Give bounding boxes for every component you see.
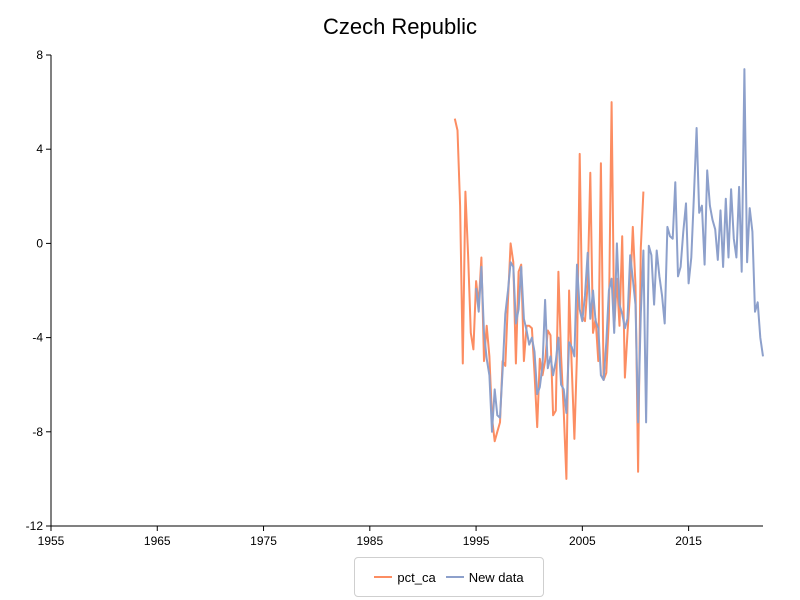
y-tick-label: -12: [26, 519, 44, 533]
legend-swatch-new-data: [445, 576, 464, 578]
x-tick-label: 2015: [675, 534, 702, 548]
axes: -12 -8 -4 0 4 8 1955 1965 1975 1985 1995 2005 2015: [26, 48, 763, 548]
y-tick-label: -8: [32, 425, 43, 439]
legend-label-new-data: New data: [468, 569, 524, 585]
legend-item-pct-ca: pct_ca: [374, 569, 436, 585]
y-tick-label: 4: [36, 142, 43, 156]
legend-label-pct-ca: pct_ca: [397, 569, 436, 585]
x-tick-label: 1975: [250, 534, 277, 548]
series-lines: [453, 68, 764, 480]
x-tick-label: 1995: [463, 534, 490, 548]
chart-title: Czech Republic: [322, 14, 478, 39]
legend: pct_ca New data: [354, 557, 544, 597]
x-tick-label: 2005: [569, 534, 596, 548]
y-tick-label: -4: [32, 331, 43, 345]
x-tick-label: 1955: [38, 534, 65, 548]
series-line-new-data: [475, 68, 764, 433]
y-tick-label: 0: [36, 236, 43, 250]
x-tick-label: 1965: [144, 534, 171, 548]
series-line-pct-ca: [453, 101, 645, 480]
legend-item-new-data: New data: [445, 569, 524, 585]
y-tick-label: 8: [36, 48, 43, 62]
legend-swatch-pct-ca: [374, 576, 393, 578]
x-tick-label: 1985: [356, 534, 383, 548]
